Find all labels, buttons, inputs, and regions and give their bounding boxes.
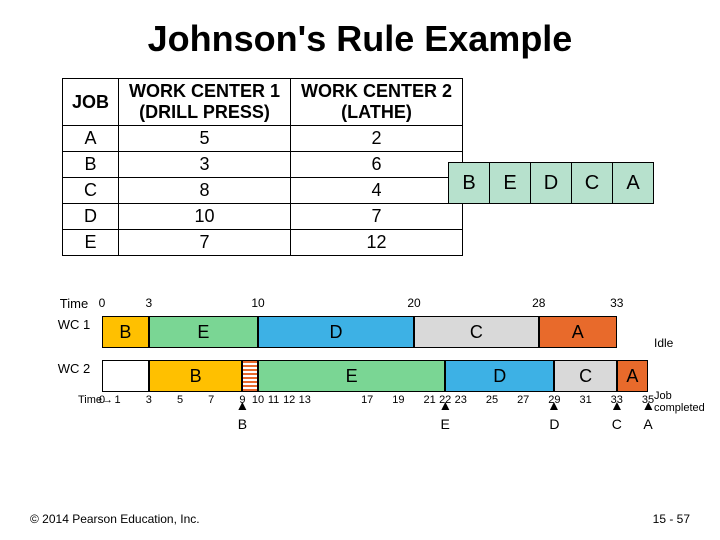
bar-A: A xyxy=(539,316,617,348)
cell-wc1: 8 xyxy=(119,178,291,204)
th-wc2: WORK CENTER 2 (LATHE) xyxy=(291,79,463,126)
cell-wc2: 7 xyxy=(291,204,463,230)
tick-bot: 11 xyxy=(268,394,279,406)
tick-bot: 13 xyxy=(299,394,311,406)
cell-wc2: 4 xyxy=(291,178,463,204)
seq-D: D xyxy=(530,162,572,204)
page-title: Johnson's Rule Example xyxy=(0,0,720,60)
bar-idle xyxy=(242,360,258,392)
tick-bot: 21 xyxy=(423,394,435,406)
finish-E: E xyxy=(441,416,450,432)
job-table: JOB WORK CENTER 1 (DRILL PRESS) WORK CEN… xyxy=(62,78,463,256)
tick-bot: 10 xyxy=(252,394,264,406)
time-prefix: Time→ xyxy=(78,394,113,406)
table-row: A52 xyxy=(63,126,463,152)
finish-C: C xyxy=(612,416,622,432)
bar-idle xyxy=(102,360,149,392)
cell-job: A xyxy=(63,126,119,152)
tick-bot: 0 xyxy=(99,394,105,406)
tick-bot: 7 xyxy=(208,394,214,406)
bar-B: B xyxy=(102,316,149,348)
bar-C: C xyxy=(554,360,616,392)
bar-D: D xyxy=(258,316,414,348)
sequence-boxes: BEDCA xyxy=(448,162,654,204)
table-row: E712 xyxy=(63,230,463,256)
tick-bot: 25 xyxy=(486,394,498,406)
bar-C: C xyxy=(414,316,539,348)
tick-bot: 23 xyxy=(455,394,467,406)
cell-wc1: 7 xyxy=(119,230,291,256)
seq-A: A xyxy=(612,162,654,204)
bar-E: E xyxy=(258,360,445,392)
tick-bot: 19 xyxy=(392,394,404,406)
cell-job: B xyxy=(63,152,119,178)
wc2-label: WC 2 xyxy=(54,362,94,376)
th-wc1: WORK CENTER 1 (DRILL PRESS) xyxy=(119,79,291,126)
cell-wc1: 3 xyxy=(119,152,291,178)
seq-C: C xyxy=(571,162,613,204)
tick-top: 0 xyxy=(99,296,106,310)
tick-bot: 1 xyxy=(115,394,121,406)
tick-bot: 5 xyxy=(177,394,183,406)
finish-B: B xyxy=(238,416,247,432)
bar-D: D xyxy=(445,360,554,392)
cell-wc1: 10 xyxy=(119,204,291,230)
cell-wc2: 6 xyxy=(291,152,463,178)
bar-E: E xyxy=(149,316,258,348)
tick-bot: 31 xyxy=(579,394,591,406)
table-row: D107 xyxy=(63,204,463,230)
cell-wc2: 12 xyxy=(291,230,463,256)
tick-bot: 12 xyxy=(283,394,295,406)
bar-B: B xyxy=(149,360,243,392)
tick-top: 3 xyxy=(145,296,152,310)
finish-D: D xyxy=(549,416,559,432)
idle-label: Idle xyxy=(654,336,673,350)
tick-top: 20 xyxy=(407,296,420,310)
tick-bot: 3 xyxy=(146,394,152,406)
cell-wc1: 5 xyxy=(119,126,291,152)
time-label: Time xyxy=(54,296,94,311)
table-row: C84 xyxy=(63,178,463,204)
cell-job: D xyxy=(63,204,119,230)
wc1-label: WC 1 xyxy=(54,318,94,332)
job-completed-label: Job completed xyxy=(654,390,714,414)
page-number: 15 - 57 xyxy=(653,512,690,526)
th-job: JOB xyxy=(63,79,119,126)
bar-A: A xyxy=(617,360,648,392)
copyright: © 2014 Pearson Education, Inc. xyxy=(30,512,200,526)
cell-job: E xyxy=(63,230,119,256)
seq-E: E xyxy=(489,162,531,204)
tick-bot: 17 xyxy=(361,394,373,406)
cell-wc2: 2 xyxy=(291,126,463,152)
seq-B: B xyxy=(448,162,490,204)
tick-top: 28 xyxy=(532,296,545,310)
cell-job: C xyxy=(63,178,119,204)
tick-top: 33 xyxy=(610,296,623,310)
table-row: B36 xyxy=(63,152,463,178)
axis-top: 0 3 10 20 28 33 xyxy=(102,296,662,314)
tick-bot: 27 xyxy=(517,394,529,406)
finish-A: A xyxy=(643,416,652,432)
tick-top: 10 xyxy=(251,296,264,310)
